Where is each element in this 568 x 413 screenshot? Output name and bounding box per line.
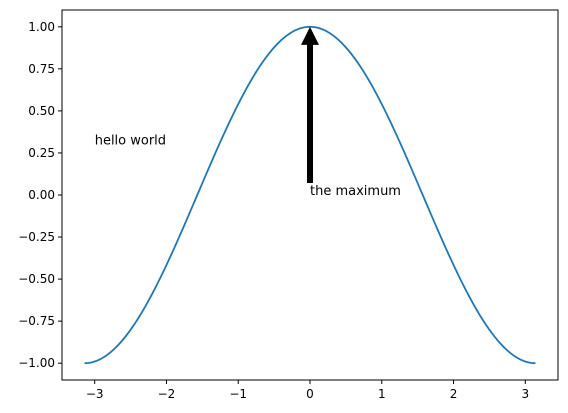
x-tick-label: 0 (306, 387, 314, 401)
y-axis-ticks: −1.00 −0.75 −0.50 −0.25 0.00 0.25 0.50 0.75 1.00 (18, 20, 62, 370)
y-tick-label: −1.00 (18, 356, 55, 370)
y-tick-label: −0.75 (18, 314, 55, 328)
y-tick-label: 0.25 (28, 146, 55, 160)
annotation-the-maximum: the maximum (310, 184, 401, 199)
y-tick-label: −0.50 (18, 272, 55, 286)
y-tick-label: −0.25 (18, 230, 55, 244)
y-tick-label: 0.00 (28, 188, 55, 202)
maximum-arrow (301, 26, 319, 183)
plot-frame (61, 9, 559, 381)
arrow-head (301, 26, 319, 45)
annotation-hello-world: hello world (95, 134, 166, 149)
y-tick-label: 0.50 (28, 104, 55, 118)
x-tick-label: −1 (229, 387, 247, 401)
x-axis-ticks: −3 −2 −1 0 1 2 3 (86, 380, 529, 401)
y-tick-label: 0.75 (28, 62, 55, 76)
x-tick-label: −3 (86, 387, 104, 401)
x-tick-label: 2 (450, 387, 458, 401)
x-tick-label: 1 (378, 387, 386, 401)
x-tick-label: −2 (158, 387, 176, 401)
y-tick-label: 1.00 (28, 20, 55, 34)
x-tick-label: 3 (521, 387, 529, 401)
